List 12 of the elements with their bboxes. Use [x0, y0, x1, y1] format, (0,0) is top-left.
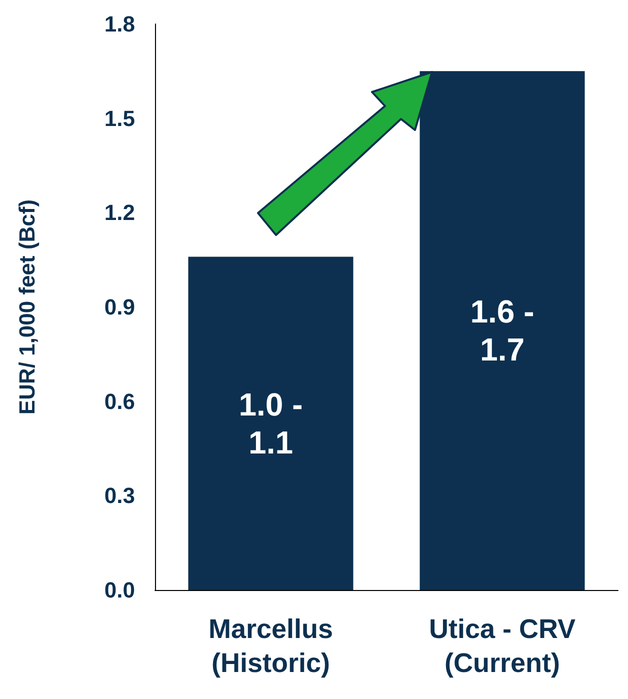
y-tick-label: 1.5: [104, 106, 135, 131]
x-tick-label: Marcellus (Historic): [208, 614, 334, 678]
y-tick-label: 1.8: [104, 12, 135, 36]
y-tick-label: 0.9: [104, 294, 135, 320]
data-label: 1.0 - 1.1: [238, 386, 303, 460]
y-tick-label: 1.2: [104, 200, 135, 226]
data-label: 1.6 - 1.7: [470, 294, 534, 368]
y-tick-label: 0.0: [104, 578, 135, 602]
x-tick-label: Utica - CRV (Current): [428, 614, 576, 678]
y-tick-label: 0.3: [104, 483, 135, 508]
y-axis-title: EUR/ 1,000 feet (Bcf): [14, 199, 40, 415]
y-tick-label: 0.6: [104, 388, 135, 414]
